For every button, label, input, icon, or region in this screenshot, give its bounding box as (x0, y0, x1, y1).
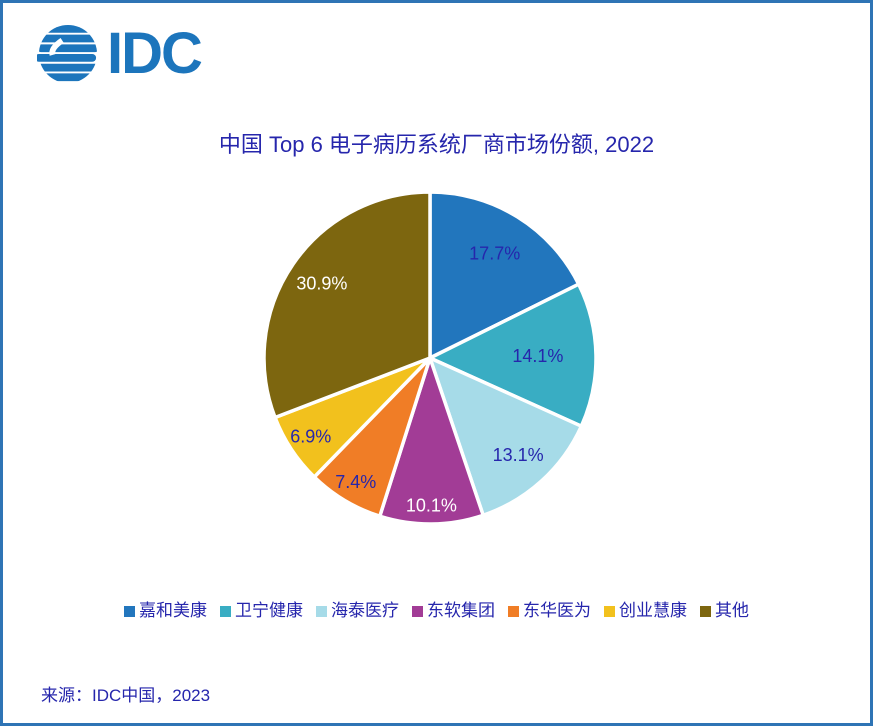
slice-value-label-2: 14.1% (512, 346, 563, 366)
legend-label: 创业慧康 (619, 601, 687, 620)
legend-label: 卫宁健康 (235, 601, 303, 620)
idc-logo-text: IDC (107, 21, 203, 86)
legend-label: 其他 (715, 601, 749, 620)
pie-slice-1 (428, 190, 581, 360)
legend-label: 嘉和美康 (139, 601, 207, 620)
pie-slice-4 (378, 356, 485, 526)
slice-value-label-1: 17.7% (469, 244, 520, 264)
legend-swatch-icon (508, 605, 519, 617)
pie-slice-7 (262, 190, 432, 420)
idc-globe-icon (37, 24, 98, 82)
pie-slice-2 (428, 282, 598, 428)
legend-item-4: 东软集团 (412, 600, 495, 622)
legend-item-3: 海泰医疗 (316, 600, 399, 622)
pie-chart: 17.7% 14.1% 13.1% 10.1% 7.4% 6.9% 30.9% (262, 190, 598, 526)
legend-swatch-icon (604, 605, 615, 617)
slice-value-label-4: 10.1% (406, 496, 457, 516)
chart-legend: 嘉和美康 卫宁健康 海泰医疗 东软集团 东华医为 创业慧康 其他 (3, 600, 870, 622)
legend-item-5: 东华医为 (508, 600, 591, 622)
legend-swatch-icon (316, 605, 327, 617)
slice-value-label-5: 7.4% (335, 472, 376, 492)
legend-swatch-icon (412, 605, 423, 617)
idc-logo: IDC (37, 21, 203, 86)
legend-item-2: 卫宁健康 (220, 600, 303, 622)
legend-label: 东华医为 (523, 601, 591, 620)
slice-value-label-7: 30.9% (296, 274, 347, 294)
legend-swatch-icon (124, 605, 135, 617)
legend-label: 海泰医疗 (331, 601, 399, 620)
source-note: 来源：IDC中国，2023 (41, 686, 211, 705)
pie-slice-3 (428, 356, 584, 517)
legend-item-1: 嘉和美康 (124, 600, 207, 622)
legend-label: 东软集团 (427, 601, 495, 620)
chart-title: 中国 Top 6 电子病历系统厂商市场份额, 2022 (218, 132, 655, 157)
legend-item-7: 其他 (700, 600, 749, 622)
legend-swatch-icon (220, 605, 231, 617)
slice-value-label-3: 13.1% (493, 445, 544, 465)
slice-value-label-6: 6.9% (290, 427, 331, 447)
legend-item-6: 创业慧康 (604, 600, 687, 622)
legend-swatch-icon (700, 605, 711, 617)
